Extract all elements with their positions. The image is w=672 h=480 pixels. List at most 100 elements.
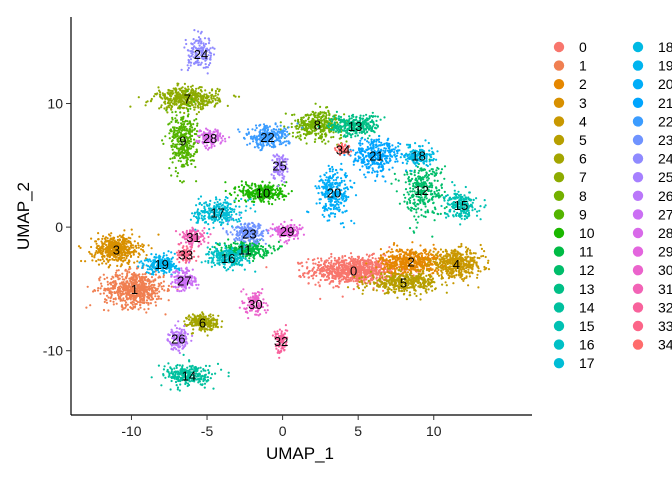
data-point [131,307,134,310]
data-point [140,295,143,298]
data-point [390,248,393,251]
data-point [148,280,151,283]
data-point [121,241,124,244]
data-point [354,258,357,261]
data-point [417,262,420,265]
data-point [341,266,344,269]
data-point [450,249,453,252]
data-point [194,106,197,109]
data-point [161,287,164,291]
data-point [325,271,328,274]
data-point [154,304,158,307]
data-point [149,298,152,301]
data-point [378,277,381,280]
data-point [126,291,129,294]
data-point [193,315,196,318]
data-point [118,234,121,237]
data-point [192,328,195,331]
data-point [358,277,361,280]
data-point [487,259,490,262]
data-point [167,284,170,287]
data-point [131,233,134,236]
data-point [452,282,455,285]
data-point [84,260,87,263]
data-point [475,263,478,266]
data-point [124,246,127,249]
data-point [363,266,366,269]
data-point [186,156,189,159]
data-point [365,264,369,267]
data-point [116,264,119,267]
data-point [108,291,111,294]
data-point [395,266,399,269]
data-point [381,281,384,284]
data-point [109,297,112,300]
data-point [470,271,473,274]
data-point [141,299,145,302]
data-point [406,271,410,274]
data-point [377,283,380,286]
data-point [147,244,150,247]
data-point [127,250,130,253]
cluster-1-points [85,264,184,316]
data-point [153,283,156,286]
data-point [419,284,422,287]
data-point [404,268,407,271]
data-point [432,260,435,263]
data-point [86,285,89,288]
data-point [467,255,470,258]
data-point [122,297,125,300]
data-point [356,262,359,265]
data-point [137,292,140,295]
data-point [132,301,135,304]
data-point [377,260,380,263]
data-point [118,238,121,241]
data-point [465,267,468,270]
data-point [322,114,325,117]
data-point [192,154,195,158]
data-point [165,109,168,112]
data-point [319,278,322,282]
data-point [188,127,191,131]
data-point [77,245,81,248]
data-point [298,131,301,134]
data-point [380,264,383,267]
data-point [150,280,153,283]
data-point [341,295,344,298]
data-point [306,266,309,269]
data-point [136,285,139,288]
data-point [427,277,430,281]
data-point [471,259,474,262]
data-point [430,253,433,256]
data-point [141,273,144,276]
data-point [150,247,153,250]
data-point [123,278,126,281]
data-point [397,256,401,259]
data-point [417,285,420,288]
data-point [319,135,322,138]
data-point [318,269,321,272]
data-point [364,264,367,267]
data-point [361,283,364,286]
data-point [417,255,420,258]
data-point [162,285,165,288]
data-point [462,263,465,266]
data-point [311,110,314,113]
data-point [362,289,365,292]
data-point [137,244,140,247]
data-point [356,258,359,261]
data-point [326,259,329,262]
data-point [333,270,336,273]
data-point [354,279,357,283]
data-point [423,287,426,290]
data-point [400,248,403,251]
data-point [302,274,305,277]
data-point [415,275,418,278]
data-point [185,129,188,132]
data-point [436,272,439,275]
data-point [188,318,191,321]
data-point [133,271,136,274]
data-point [370,260,373,264]
data-point [114,283,117,286]
data-point [177,128,180,131]
